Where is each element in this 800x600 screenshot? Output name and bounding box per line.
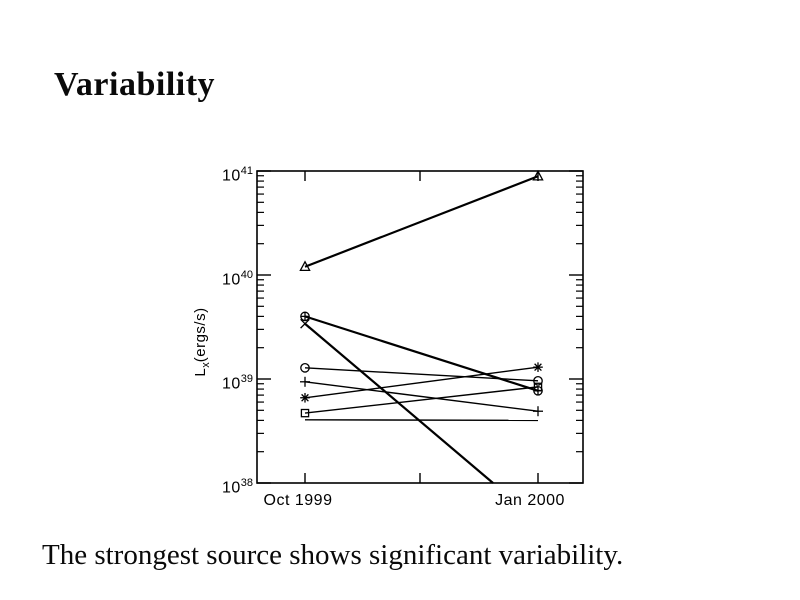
y-tick-base: 10 <box>221 271 241 289</box>
circle-glyph <box>300 363 310 373</box>
series-triangle-source <box>299 169 544 272</box>
plot-border <box>256 170 584 484</box>
y-tick-base: 10 <box>221 167 241 185</box>
series-x-cross-source <box>300 318 494 484</box>
marker-plus <box>533 406 543 417</box>
marker-plus <box>300 376 310 387</box>
series-line <box>304 322 494 484</box>
series-line <box>304 367 539 382</box>
line <box>300 318 310 329</box>
y-tick-label-1e41: 1041 <box>190 161 253 186</box>
marker-asterisk <box>300 392 310 403</box>
line <box>301 393 309 402</box>
square-glyph <box>533 382 543 392</box>
marker-triangle <box>532 169 544 181</box>
circle-glyph <box>533 375 543 386</box>
marker-asterisk <box>533 362 543 372</box>
marker-circle <box>533 375 543 386</box>
x-tick-label-oct-1999: Oct 1999 <box>263 492 333 509</box>
series-asterisk-source <box>300 362 543 403</box>
marker-square <box>533 382 543 392</box>
series-plus-source <box>300 376 543 417</box>
triangle-glyph <box>299 260 311 272</box>
square-glyph <box>300 408 310 418</box>
y-axis-symbol: L <box>192 367 209 377</box>
y-axis-label-text: Lx(ergs/s) <box>192 307 212 376</box>
marker-square <box>300 408 310 418</box>
marker-circle-plus <box>300 311 310 322</box>
y-tick-label-1e38: 1038 <box>190 473 253 498</box>
marker-x-cross <box>300 318 310 329</box>
marker-circle <box>300 363 310 373</box>
series-line <box>304 419 539 422</box>
series-unmarked-source <box>304 419 539 422</box>
series-line <box>304 386 539 414</box>
series-line <box>304 175 539 268</box>
series-line <box>304 381 539 412</box>
y-tick-base: 10 <box>221 375 241 393</box>
slide-title: Variability <box>54 66 216 103</box>
marker-triangle <box>299 260 311 272</box>
y-tick-label-1e39: 1039 <box>190 369 253 394</box>
line <box>534 363 542 372</box>
x-tick-label-jan-2000: Jan 2000 <box>495 492 565 509</box>
y-tick-label-1e40: 1040 <box>190 265 253 290</box>
slide-caption: The strongest source shows significant v… <box>42 539 624 571</box>
y-tick-exponent: 39 <box>240 373 253 385</box>
series-line <box>304 366 539 399</box>
y-tick-exponent: 41 <box>240 165 253 177</box>
series-circle-source <box>300 363 543 386</box>
plot-frame <box>256 170 584 484</box>
triangle-glyph <box>532 169 544 181</box>
series-square-source <box>300 382 543 418</box>
y-axis-subscript: x <box>200 362 212 368</box>
y-axis-units: (ergs/s) <box>192 307 209 363</box>
y-tick-exponent: 40 <box>240 269 253 281</box>
y-tick-base: 10 <box>221 479 241 497</box>
y-tick-exponent: 38 <box>240 477 253 489</box>
